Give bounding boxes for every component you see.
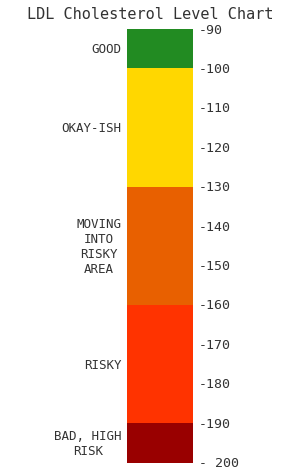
Text: -130: -130 bbox=[199, 181, 231, 194]
Text: OKAY-ISH: OKAY-ISH bbox=[61, 122, 122, 135]
Text: -110: -110 bbox=[199, 102, 231, 115]
Title: LDL Cholesterol Level Chart: LDL Cholesterol Level Chart bbox=[27, 7, 273, 22]
Text: -190: -190 bbox=[199, 417, 231, 430]
Text: -150: -150 bbox=[199, 259, 231, 272]
Text: -170: -170 bbox=[199, 338, 231, 351]
Text: -140: -140 bbox=[199, 220, 231, 233]
Text: -90: -90 bbox=[199, 23, 223, 37]
FancyBboxPatch shape bbox=[127, 30, 193, 69]
Text: BAD, HIGH
RISK: BAD, HIGH RISK bbox=[54, 429, 122, 457]
Text: -120: -120 bbox=[199, 141, 231, 154]
Text: RISKY: RISKY bbox=[84, 358, 122, 371]
FancyBboxPatch shape bbox=[127, 423, 193, 463]
Text: -160: -160 bbox=[199, 299, 231, 312]
Text: - 200: - 200 bbox=[199, 456, 239, 469]
Text: GOOD: GOOD bbox=[92, 43, 122, 56]
FancyBboxPatch shape bbox=[127, 69, 193, 187]
Text: -180: -180 bbox=[199, 377, 231, 390]
Text: MOVING
INTO
RISKY
AREA: MOVING INTO RISKY AREA bbox=[76, 218, 122, 275]
FancyBboxPatch shape bbox=[127, 187, 193, 305]
Text: -100: -100 bbox=[199, 63, 231, 76]
FancyBboxPatch shape bbox=[127, 305, 193, 423]
